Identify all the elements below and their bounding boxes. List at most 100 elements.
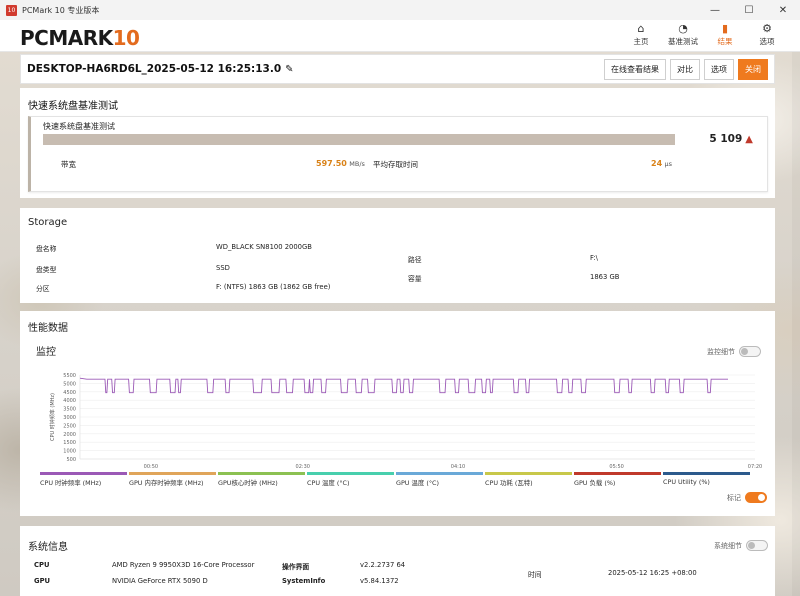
pcmark-logo: PCMARK10 (20, 26, 140, 50)
cpu-label: CPU (34, 561, 50, 569)
legend-item[interactable]: CPU 功耗 (瓦特) (485, 472, 574, 487)
monitor-detail-label: 监控细节 (707, 347, 735, 356)
systeminfo-value: v5.84.1372 (360, 577, 399, 585)
marker-toggle[interactable] (745, 492, 767, 503)
gpu-label: GPU (34, 577, 51, 585)
y-axis-label: CPU 时钟频率 (MHz) (49, 393, 56, 441)
chart-legend: CPU 时钟频率 (MHz) GPU 内存时钟频率 (MHz) GPU核心时钟 … (40, 472, 760, 487)
y-tick-label: 3500 (63, 407, 76, 413)
os-label: 操作界面 (282, 563, 310, 571)
result-title: DESKTOP-HA6RD6L_2025-05-12 16:25:13.0 ✎ (27, 63, 294, 75)
nav-home[interactable]: ⌂ 主页 (626, 22, 656, 47)
home-icon: ⌂ (637, 22, 645, 35)
sysinfo-detail-label: 系统细节 (714, 541, 742, 550)
legend-swatch (307, 472, 394, 475)
cpu-clock-series-line (79, 377, 728, 394)
x-tick-label: 04:10 (451, 464, 465, 470)
capacity-label: 容量 (408, 275, 422, 283)
sysinfo-detail-toggle-row: 系统细节 (714, 540, 768, 551)
time-label: 时间 (528, 571, 542, 579)
gpu-value: NVIDIA GeForce RTX 5090 D (112, 577, 208, 585)
disk-type-label: 盘类型 (36, 266, 57, 274)
app-icon: 10 (6, 4, 17, 16)
marker-label: 标记 (727, 493, 741, 502)
y-tick-label: 3000 (63, 415, 76, 421)
warning-icon: ▲ (745, 134, 753, 145)
legend-item[interactable]: GPU 负载 (%) (574, 472, 663, 487)
disk-type-value: SSD (216, 264, 230, 272)
os-value: v2.2.2737 64 (360, 561, 406, 569)
x-tick-label: 00:50 (144, 464, 158, 470)
maximize-button[interactable]: ☐ (744, 4, 754, 16)
monitor-heading: 监控 (36, 347, 56, 358)
marker-toggle-row: 标记 (727, 492, 767, 503)
legend-item[interactable]: CPU 时钟频率 (MHz) (40, 472, 129, 487)
monitor-detail-toggle-row: 监控细节 (707, 346, 761, 357)
access-time-label: 平均存取时间 (373, 160, 418, 169)
monitor-chart: 5500 5000 4500 4000 3500 3000 2500 2000 1500 1000… (40, 373, 765, 473)
sysinfo-heading: 系统信息 (28, 542, 68, 553)
y-tick-label: 500 (66, 457, 76, 463)
y-tick-label: 5000 (63, 381, 76, 387)
y-tick-label: 1500 (63, 440, 76, 446)
nav-home-label: 主页 (633, 37, 649, 46)
performance-heading: 性能数据 (28, 323, 68, 334)
benchmark-subtitle: 快速系统盘基准测试 (43, 122, 115, 131)
time-value: 2025-05-12 16:25 +08:00 (608, 569, 697, 577)
close-button[interactable]: 关闭 (738, 59, 768, 80)
pencil-icon[interactable]: ✎ (285, 64, 294, 75)
legend-swatch (129, 472, 216, 475)
legend-item[interactable]: CPU 温度 (°C) (307, 472, 396, 487)
benchmark-heading: 快速系统盘基准测试 (28, 101, 118, 112)
bar-chart-icon: ▮ (721, 22, 729, 35)
y-tick-label: 2500 (63, 423, 76, 429)
legend-swatch (663, 472, 750, 475)
sysinfo-detail-toggle[interactable] (746, 540, 768, 551)
storage-card: Storage 盘名称 WD_BLACK SN8100 2000GB 盘类型 S… (20, 208, 775, 303)
y-tick-label: 4500 (63, 390, 76, 396)
path-label: 路径 (408, 256, 422, 264)
benchmark-card: 快速系统盘基准测试 快速系统盘基准测试 5 109 ▲ 带宽 597.50 MB/… (20, 88, 775, 198)
legend-swatch (485, 472, 572, 475)
bandwidth-label: 带宽 (61, 160, 76, 169)
bandwidth-value: 597.50 MB/s (316, 159, 365, 168)
monitor-detail-toggle[interactable] (739, 346, 761, 357)
result-actions: 在线查看结果 对比 选项 关闭 (604, 59, 768, 80)
y-tick-label: 2000 (63, 432, 76, 438)
legend-item[interactable]: GPU 内存时钟频率 (MHz) (129, 472, 218, 487)
monitor-chart-svg: 5500 5000 4500 4000 3500 3000 2500 2000 1500 1000… (49, 373, 762, 470)
nav-options[interactable]: ⚙ 选项 (752, 22, 782, 47)
cpu-value: AMD Ryzen 9 9950X3D 16-Core Processor (112, 561, 255, 569)
window-controls: — ☐ ✕ (698, 0, 800, 20)
window-title: PCMark 10 专业版本 (22, 5, 100, 15)
scrollbar[interactable] (792, 52, 800, 596)
window-titlebar: 10 PCMark 10 专业版本 — ☐ ✕ (0, 0, 800, 20)
benchmark-score-panel: 快速系统盘基准测试 5 109 ▲ 带宽 597.50 MB/s 平均存取时间 2… (28, 116, 768, 192)
options-button[interactable]: 选项 (704, 59, 734, 80)
app-header: PCMARK10 ⌂ 主页 ◔ 基准测试 ▮ 结果 ⚙ 选项 (0, 20, 800, 52)
y-tick-label: 5500 (63, 373, 76, 379)
nav-benchmarks[interactable]: ◔ 基准测试 (668, 22, 698, 47)
legend-swatch (40, 472, 127, 475)
nav-results-label: 结果 (717, 37, 733, 46)
legend-swatch (574, 472, 661, 475)
legend-swatch (218, 472, 305, 475)
x-tick-label: 05:50 (609, 464, 623, 470)
nav-results[interactable]: ▮ 结果 (710, 22, 740, 47)
minimize-button[interactable]: — (710, 4, 720, 16)
performance-card: 性能数据 监控 监控细节 5500 5000 4500 4000 3500 3000 250… (20, 311, 775, 516)
score-bar (43, 134, 675, 145)
x-tick-label: 07:20 (748, 464, 762, 470)
compare-button[interactable]: 对比 (670, 59, 700, 80)
gear-icon: ⚙ (762, 22, 772, 35)
close-window-button[interactable]: ✕ (778, 4, 788, 16)
nav-options-label: 选项 (759, 37, 775, 46)
systeminfo-label: SystemInfo (282, 577, 326, 585)
y-tick-label: 4000 (63, 398, 76, 404)
result-header: DESKTOP-HA6RD6L_2025-05-12 16:25:13.0 ✎ 在… (20, 54, 775, 84)
legend-item[interactable]: GPU核心时钟 (MHz) (218, 472, 307, 487)
capacity-value: 1863 GB (590, 273, 620, 281)
legend-item[interactable]: GPU 温度 (°C) (396, 472, 485, 487)
view-online-button[interactable]: 在线查看结果 (604, 59, 666, 80)
legend-item[interactable]: CPU Utility (%) (663, 472, 752, 487)
